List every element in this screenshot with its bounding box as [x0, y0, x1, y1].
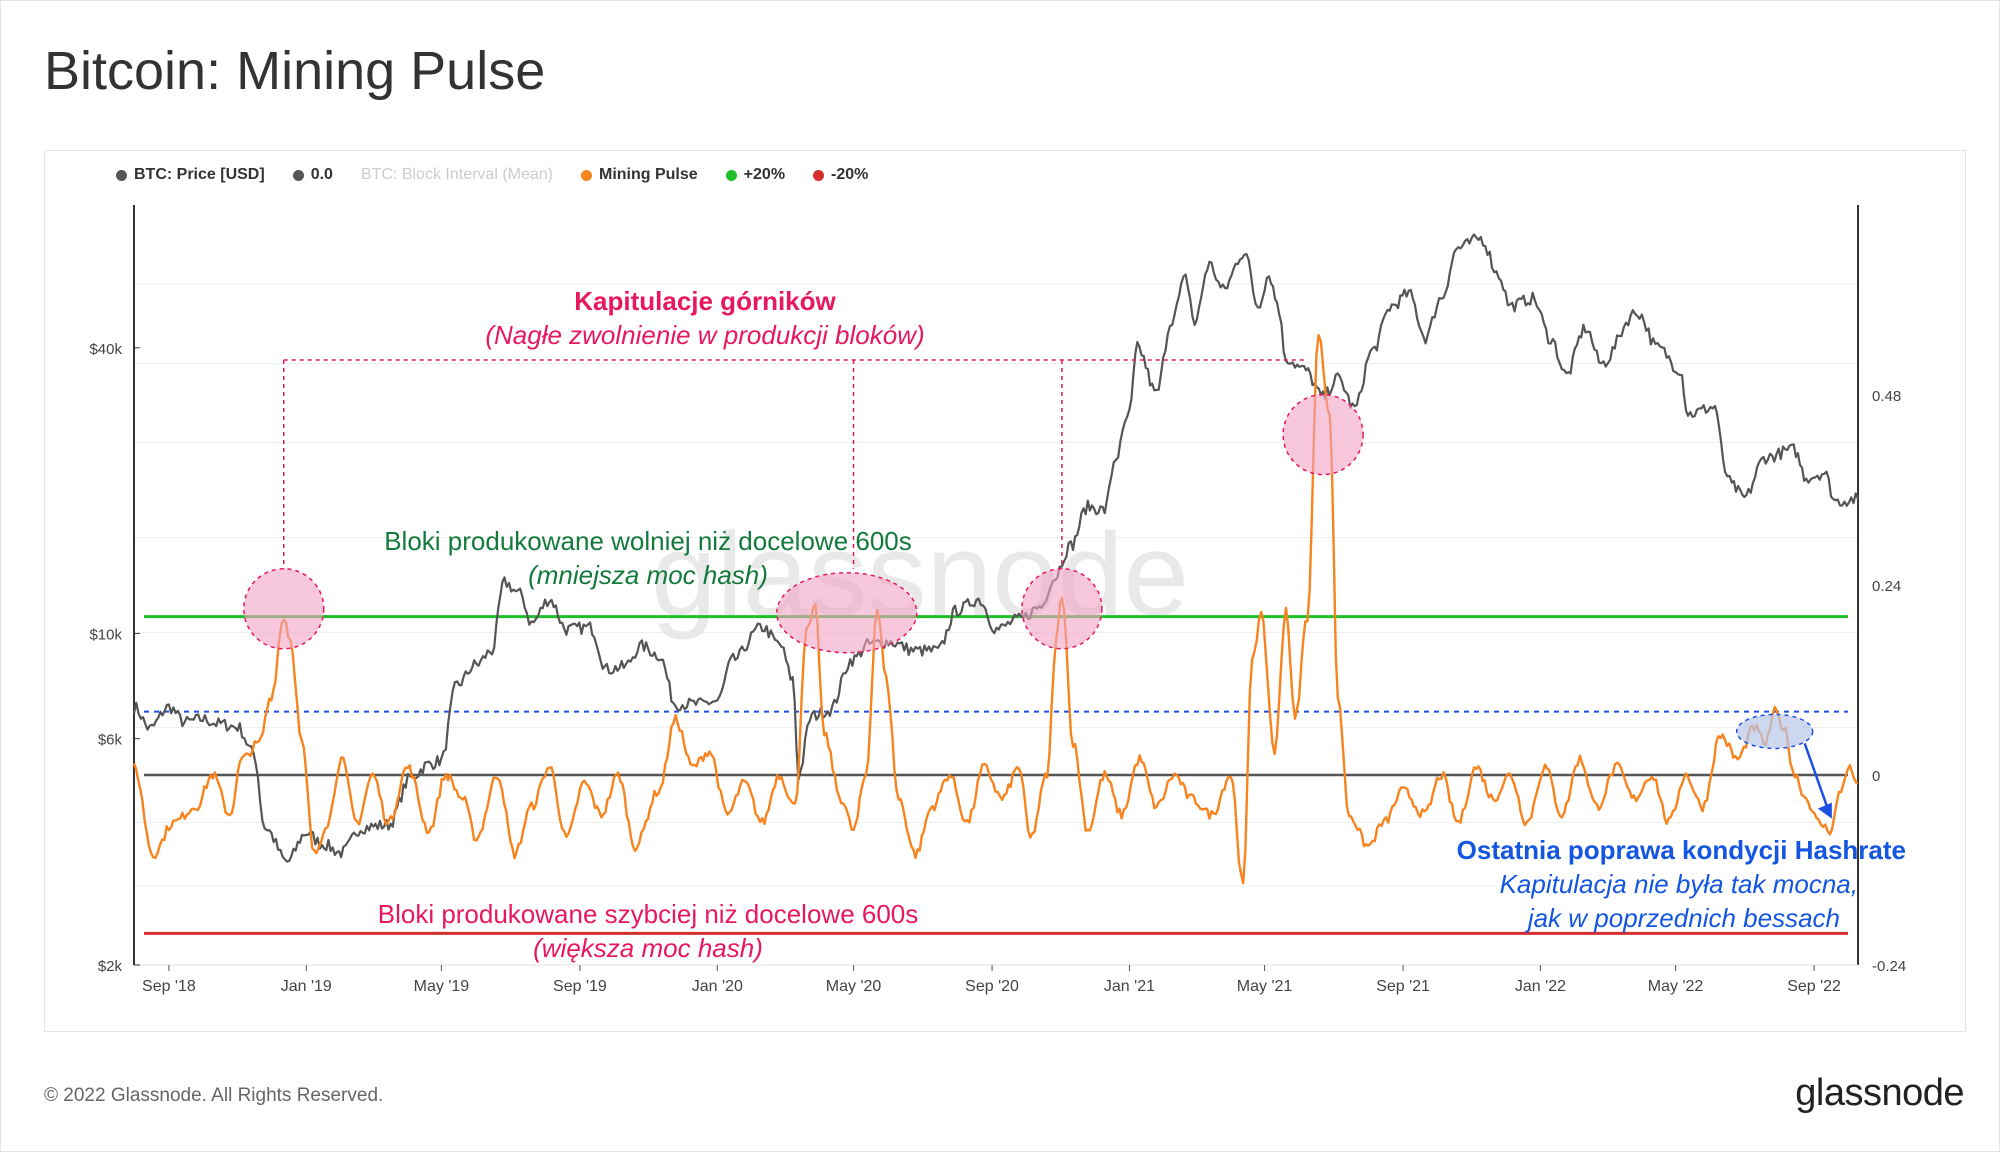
series-layer [132, 233, 1860, 935]
mining-pulse-series-line [132, 333, 1859, 885]
x-tick-label: May '22 [1648, 978, 1704, 995]
x-tick-label: May '21 [1237, 978, 1293, 995]
left-tick-label: $2k [98, 958, 123, 975]
arrow-shaft [1803, 742, 1832, 815]
capitulation-circle [1021, 568, 1103, 650]
x-tick-label: May '20 [826, 978, 882, 995]
left-tick-label: $10k [89, 626, 122, 643]
legend-dot-icon [292, 169, 304, 181]
left-tick-label: $6k [98, 732, 123, 749]
left-tick-label: $40k [89, 341, 122, 358]
x-tick-label: Sep '22 [1787, 978, 1841, 995]
capitulation-circle [776, 571, 918, 654]
legend-item-block-interval[interactable]: BTC: Block Interval (Mean) [361, 166, 553, 184]
legend-label: -20% [831, 166, 869, 183]
x-tick-label: Sep '19 [553, 978, 607, 995]
x-tick-label: Jan '19 [281, 978, 332, 995]
legend-label: 0.0 [310, 166, 333, 183]
chart-panel [44, 150, 1966, 1032]
right-tick-label: 0.48 [1872, 388, 1901, 405]
capitulation-circle [243, 568, 325, 650]
recovery-title: Ostatnia poprawa kondycji Hashrate [1457, 835, 1906, 865]
glassnode-logo: glassnode [1795, 1072, 1964, 1114]
slow-blocks-title: Bloki produkowane wolniej niż docelowe 6… [384, 526, 912, 556]
legend-label: BTC: Price [USD] [134, 166, 265, 183]
legend-dot-icon [116, 169, 127, 181]
x-tick-label: Jan '21 [1104, 978, 1155, 995]
right-tick-label: 0 [1872, 768, 1880, 785]
x-tick-label: May '19 [414, 978, 470, 995]
copyright-footer: © 2022 Glassnode. All Rights Reserved. [44, 1085, 384, 1106]
capitulation-title: Kapitulacje górników [574, 286, 836, 316]
x-tick-label: Jan '22 [1515, 978, 1566, 995]
arrow-head-icon [1817, 802, 1832, 819]
legend-dot-icon [813, 169, 825, 181]
fast-blocks-subtitle: (większa moc hash) [533, 933, 763, 963]
page-title: Bitcoin: Mining Pulse [44, 41, 546, 101]
recent-peak-ellipse [1735, 713, 1814, 750]
legend: BTC: Price [USD] 0.0 BTC: Block Interval… [116, 166, 868, 184]
legend-item-zero[interactable]: 0.0 [292, 166, 333, 184]
axes: $2k $6k $10k $40k -0.24 0 0.24 0.48 Sep '18 Jan '… [89, 205, 1906, 995]
legend-dot-icon [725, 169, 737, 181]
capitulation-subtitle: (Nagłe zwolnienie w produkcji bloków) [485, 320, 924, 350]
x-tick-label: Sep '21 [1376, 978, 1430, 995]
x-tick-label: Sep '18 [142, 978, 196, 995]
legend-dot-icon [581, 169, 592, 181]
right-tick-label: -0.24 [1872, 958, 1906, 975]
grid-lines [134, 283, 1858, 887]
slow-blocks-subtitle: (mniejsza moc hash) [528, 560, 768, 590]
price-series-line [132, 233, 1860, 863]
legend-item-price[interactable]: BTC: Price [USD] [116, 166, 265, 184]
legend-item-mining-pulse[interactable]: Mining Pulse [581, 166, 698, 184]
recovery-subtitle-2: jak w poprzednich bessach [1525, 903, 1840, 933]
x-tick-label: Sep '20 [965, 978, 1019, 995]
annotation-layer: Kapitulacje górników (Nagłe zwolnienie w… [243, 286, 1906, 963]
recovery-subtitle-1: Kapitulacja nie była tak mocna, [1500, 869, 1858, 899]
fast-blocks-title: Bloki produkowane szybciej niż docelowe … [378, 899, 919, 929]
legend-item-plus20[interactable]: +20% [725, 166, 786, 184]
x-tick-label: Jan '20 [692, 978, 743, 995]
capitulation-circle [1282, 393, 1364, 476]
legend-item-minus20[interactable]: -20% [813, 166, 868, 184]
legend-label: BTC: Block Interval (Mean) [360, 166, 553, 183]
legend-label: Mining Pulse [599, 166, 698, 183]
legend-label: +20% [743, 166, 786, 183]
right-tick-label: 0.24 [1872, 578, 1901, 595]
